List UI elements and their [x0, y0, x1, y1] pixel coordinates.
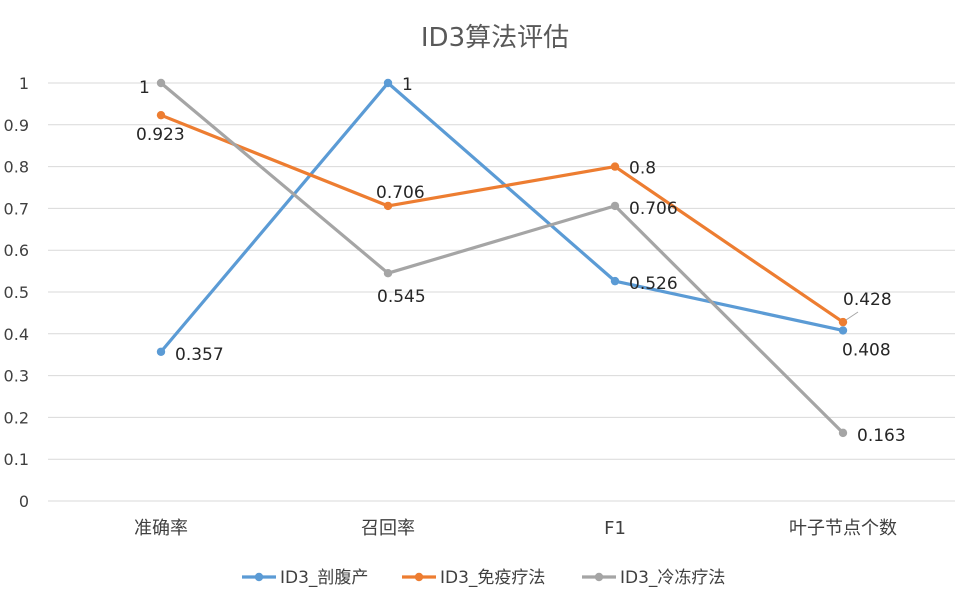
y-tick-label: 0.2: [4, 408, 29, 427]
legend: ID3_剖腹产 ID3_免疫疗法 ID3_冷冻疗法: [242, 568, 725, 588]
data-point: [383, 78, 393, 88]
data-label: 0.706: [629, 199, 678, 219]
data-point: [838, 326, 848, 335]
series-line: [159, 81, 845, 435]
data-point: [610, 162, 620, 171]
x-axis-categories: 准确率 召回率 F1 叶子节点个数: [134, 518, 897, 539]
legend-label: ID3_剖腹产: [280, 568, 368, 588]
data-point: [838, 428, 848, 438]
gridlines: [48, 82, 955, 502]
legend-swatch-marker: [594, 572, 604, 582]
legend-swatch-marker: [414, 572, 424, 582]
chart-title: ID3算法评估: [421, 23, 569, 53]
data-point: [383, 201, 393, 211]
data-label: 0.8: [629, 159, 656, 179]
series-line: [159, 113, 845, 324]
y-axis-ticks: 0 0.1 0.2 0.3 0.4 0.5 0.6 0.7 0.8 0.9 1: [4, 74, 29, 511]
legend-swatch-marker: [254, 572, 264, 582]
data-label: 1: [139, 78, 150, 98]
data-label: 0.526: [629, 274, 678, 294]
x-category-label: 准确率: [134, 518, 188, 539]
legend-label: ID3_冷冻疗法: [620, 568, 725, 588]
data-label: 0.545: [377, 287, 426, 307]
data-point: [838, 317, 848, 327]
y-tick-label: 0.9: [4, 116, 29, 135]
y-tick-label: 0.8: [4, 158, 29, 177]
data-label: 0.428: [843, 290, 892, 310]
data-label: 0.357: [175, 345, 224, 365]
data-point: [156, 110, 166, 120]
y-tick-label: 0.6: [4, 241, 29, 260]
data-label: 0.408: [842, 340, 891, 360]
series-line: [159, 81, 845, 354]
y-tick-label: 1: [19, 74, 29, 93]
data-label: 1: [402, 75, 413, 95]
y-tick-label: 0.5: [4, 283, 29, 302]
data-label: 0.163: [857, 426, 906, 446]
y-tick-label: 0.7: [4, 199, 29, 218]
x-category-label: 叶子节点个数: [789, 518, 897, 539]
x-category-label: 召回率: [361, 518, 415, 539]
data-point: [156, 78, 166, 88]
data-label: 0.923: [136, 125, 185, 145]
series-lines: [156, 78, 848, 438]
data-point: [610, 276, 620, 286]
legend-label: ID3_免疫疗法: [440, 568, 545, 588]
x-category-label: F1: [604, 518, 626, 539]
data-label: 0.706: [376, 183, 425, 203]
y-tick-label: 0.3: [4, 367, 29, 386]
data-labels: 0.357 1 0.526 0.408 0.923 0.706 0.8 0.428 1 0.545…: [136, 75, 906, 446]
data-point: [610, 201, 620, 211]
data-point: [383, 268, 393, 278]
leader-line: [845, 311, 859, 321]
y-tick-label: 0.1: [4, 450, 29, 469]
y-tick-label: 0: [19, 492, 29, 511]
y-tick-label: 0.4: [4, 325, 29, 344]
data-point: [156, 347, 166, 356]
